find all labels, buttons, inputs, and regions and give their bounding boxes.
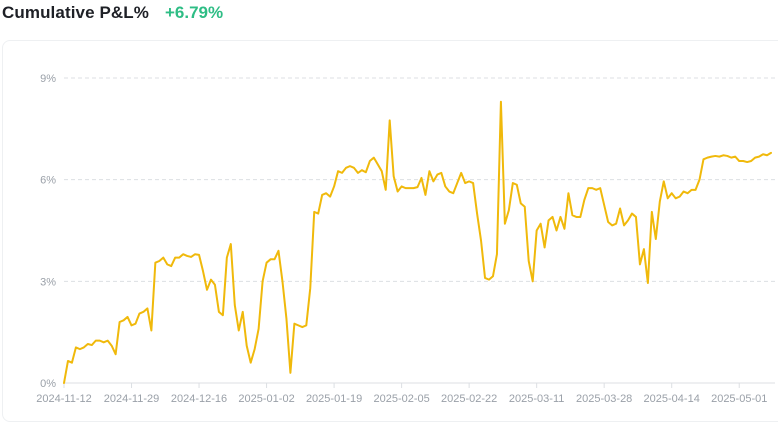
y-tick-label: 3% (40, 276, 56, 288)
x-tick-label: 2025-03-11 (509, 393, 564, 405)
chart-title: Cumulative P&L% (2, 3, 149, 22)
series-layer (63, 100, 772, 384)
x-tick-label: 2024-11-29 (104, 393, 159, 405)
x-tick-label: 2025-02-22 (441, 393, 497, 405)
pnl-value: +6.79% (164, 3, 224, 22)
chart-panel (2, 40, 778, 422)
x-tick-label: 2024-12-16 (171, 393, 227, 405)
y-tick-label: 0% (40, 378, 56, 390)
x-tick-label: 2025-04-14 (644, 393, 700, 405)
pnl-series-line (63, 100, 772, 384)
x-tick-label: 2025-02-05 (373, 393, 429, 405)
chart-header: Cumulative P&L% +6.79% (0, 0, 223, 26)
x-tick-label: 2024-11-12 (36, 393, 91, 405)
x-tick-label: 2025-01-19 (306, 393, 362, 405)
x-axis-ticks: 2024-11-12 2024-11-29 2024-12-16 2025-01-02… (36, 383, 767, 405)
x-tick-label: 2025-05-01 (711, 393, 767, 405)
grid-layer (64, 77, 775, 384)
y-axis-ticks: 0% 3% 6% 9% (40, 73, 56, 390)
y-tick-label: 6% (40, 175, 56, 187)
y-tick-label: 9% (40, 73, 56, 85)
x-tick-label: 2025-03-28 (576, 393, 632, 405)
x-tick-label: 2025-01-02 (238, 393, 294, 405)
pnl-line-chart: 0%3%6%9% 2024-11-12 2024-11-29 2024-12-16 2… (36, 73, 775, 405)
